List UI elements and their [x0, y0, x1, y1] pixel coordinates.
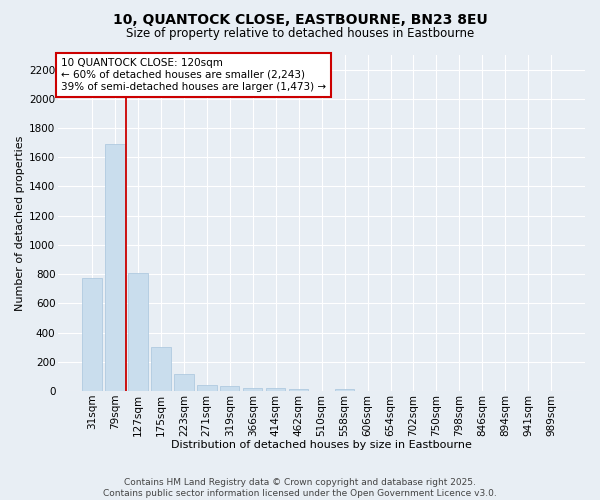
- Text: Size of property relative to detached houses in Eastbourne: Size of property relative to detached ho…: [126, 28, 474, 40]
- Bar: [197, 385, 217, 391]
- Bar: [243, 388, 262, 391]
- Text: Contains HM Land Registry data © Crown copyright and database right 2025.
Contai: Contains HM Land Registry data © Crown c…: [103, 478, 497, 498]
- Bar: [151, 347, 170, 391]
- Bar: [174, 374, 194, 391]
- Bar: [128, 274, 148, 391]
- Bar: [335, 390, 355, 391]
- Bar: [82, 278, 101, 391]
- Bar: [289, 390, 308, 391]
- Text: 10 QUANTOCK CLOSE: 120sqm
← 60% of detached houses are smaller (2,243)
39% of se: 10 QUANTOCK CLOSE: 120sqm ← 60% of detac…: [61, 58, 326, 92]
- Bar: [266, 388, 286, 391]
- Y-axis label: Number of detached properties: Number of detached properties: [15, 136, 25, 310]
- Text: 10, QUANTOCK CLOSE, EASTBOURNE, BN23 8EU: 10, QUANTOCK CLOSE, EASTBOURNE, BN23 8EU: [113, 12, 487, 26]
- Bar: [220, 386, 239, 391]
- X-axis label: Distribution of detached houses by size in Eastbourne: Distribution of detached houses by size …: [171, 440, 472, 450]
- Bar: [105, 144, 125, 391]
